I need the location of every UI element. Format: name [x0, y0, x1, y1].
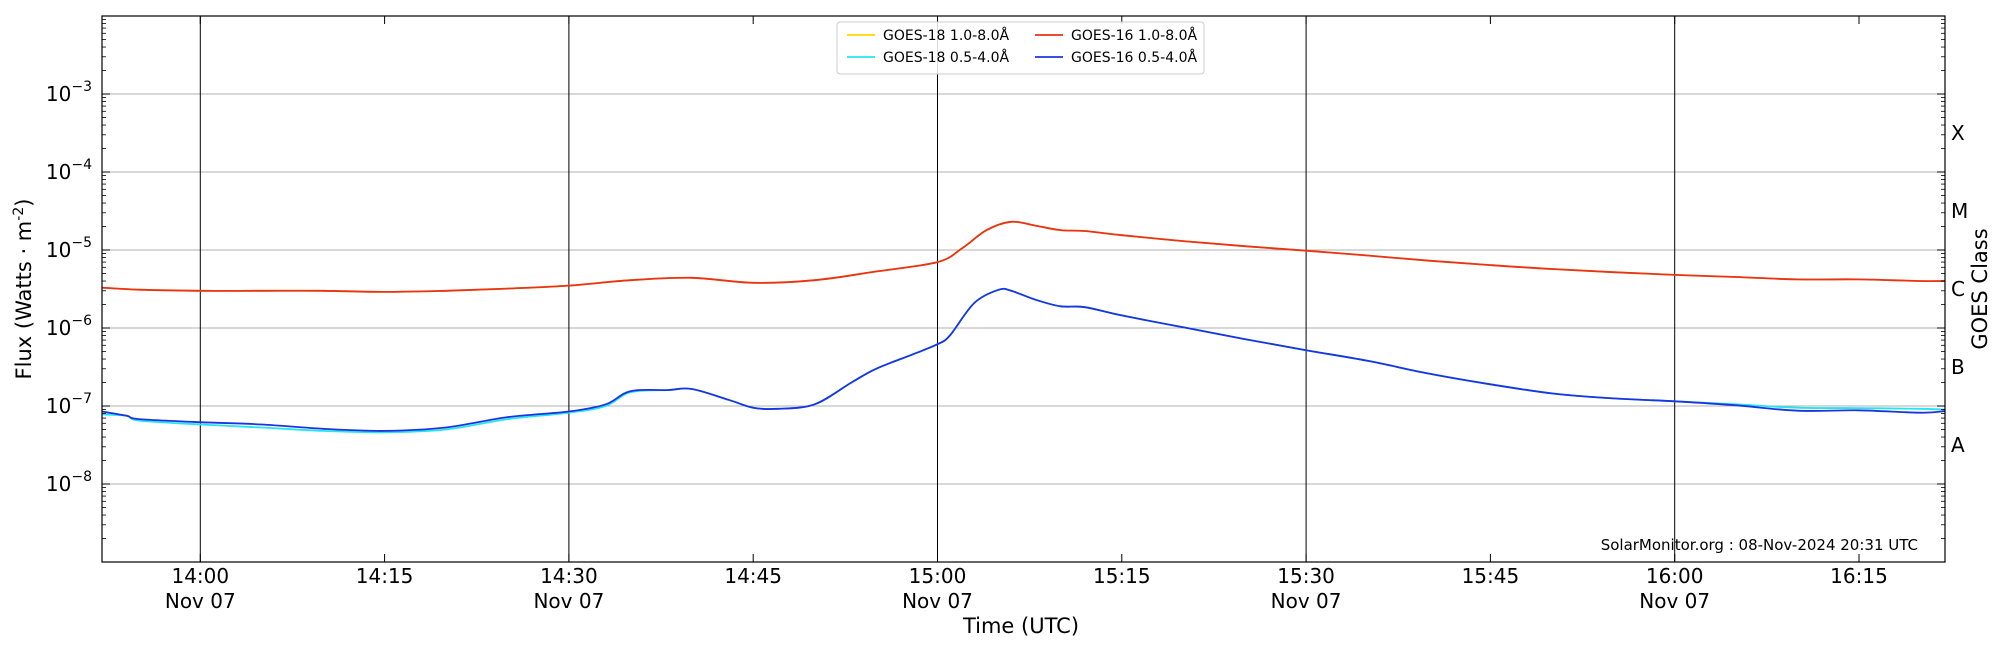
x-tick-label: 15:45: [1462, 564, 1520, 588]
y-tick-label: 10−4: [46, 157, 92, 184]
goes-class-label: X: [1951, 121, 1965, 145]
goes-class-label: B: [1951, 355, 1965, 379]
goes-class-label: A: [1951, 433, 1965, 457]
x-tick-label: 14:45: [724, 564, 782, 588]
x-tick-label: 14:15: [356, 564, 414, 588]
legend-label: GOES-18 0.5-4.0Å: [883, 49, 1009, 66]
x-tick-sublabel: Nov 07: [533, 589, 604, 613]
x-tick-label: 15:30: [1277, 564, 1335, 588]
x-tick-label: 14:00: [171, 564, 229, 588]
x-tick-sublabel: Nov 07: [902, 589, 973, 613]
goes-class-label: M: [1951, 199, 1968, 223]
y-axis-title: Flux (Watts · m-2): [11, 199, 36, 380]
x-tick-sublabel: Nov 07: [1271, 589, 1342, 613]
x-tick-sublabel: Nov 07: [165, 589, 236, 613]
legend-box: [836, 21, 1205, 75]
y-tick-label: 10−3: [46, 79, 92, 106]
x-axis-title: Time (UTC): [962, 614, 1079, 638]
y-axis-title-main: Flux (Watts · m: [12, 221, 36, 380]
x-tick-label: 15:15: [1093, 564, 1151, 588]
legend-label: GOES-16 0.5-4.0Å: [1071, 49, 1197, 66]
x-tick-label: 14:30: [540, 564, 598, 588]
y-tick-label: 10−7: [46, 391, 92, 418]
goes-class-label: C: [1951, 277, 1965, 301]
credit-text: SolarMonitor.org : 08-Nov-2024 20:31 UTC: [1601, 536, 1918, 554]
y-axis-title-close: ): [12, 199, 36, 207]
grid-layer: [102, 93, 1945, 485]
series-line-goes-16-1-0-8-0: [101, 220, 1946, 293]
x-tick-label: 16:15: [1830, 564, 1888, 588]
goes-class-axis-title: GOES Class: [1968, 228, 1992, 349]
series-line-goes-16-0-5-4-0: [101, 287, 1946, 432]
y-tick-label: 10−8: [46, 469, 92, 496]
plot-frame: [101, 15, 1946, 563]
series-layer: [101, 220, 1946, 434]
legend-label: GOES-16 1.0-8.0Å: [1071, 27, 1197, 44]
vertical-lines-layer: [199, 16, 1676, 562]
legend: GOES-18 1.0-8.0Å GOES-18 0.5-4.0Å GOES-16 …: [836, 21, 1205, 75]
y-axis-title-superscript: -2: [11, 207, 27, 221]
legend-label: GOES-18 1.0-8.0Å: [883, 27, 1009, 44]
x-tick-label: 15:00: [909, 564, 967, 588]
x-tick-label: 16:00: [1646, 564, 1704, 588]
y-tick-label: 10−6: [46, 313, 92, 340]
x-tick-sublabel: Nov 07: [1639, 589, 1710, 613]
y-tick-label: 10−5: [46, 235, 92, 262]
